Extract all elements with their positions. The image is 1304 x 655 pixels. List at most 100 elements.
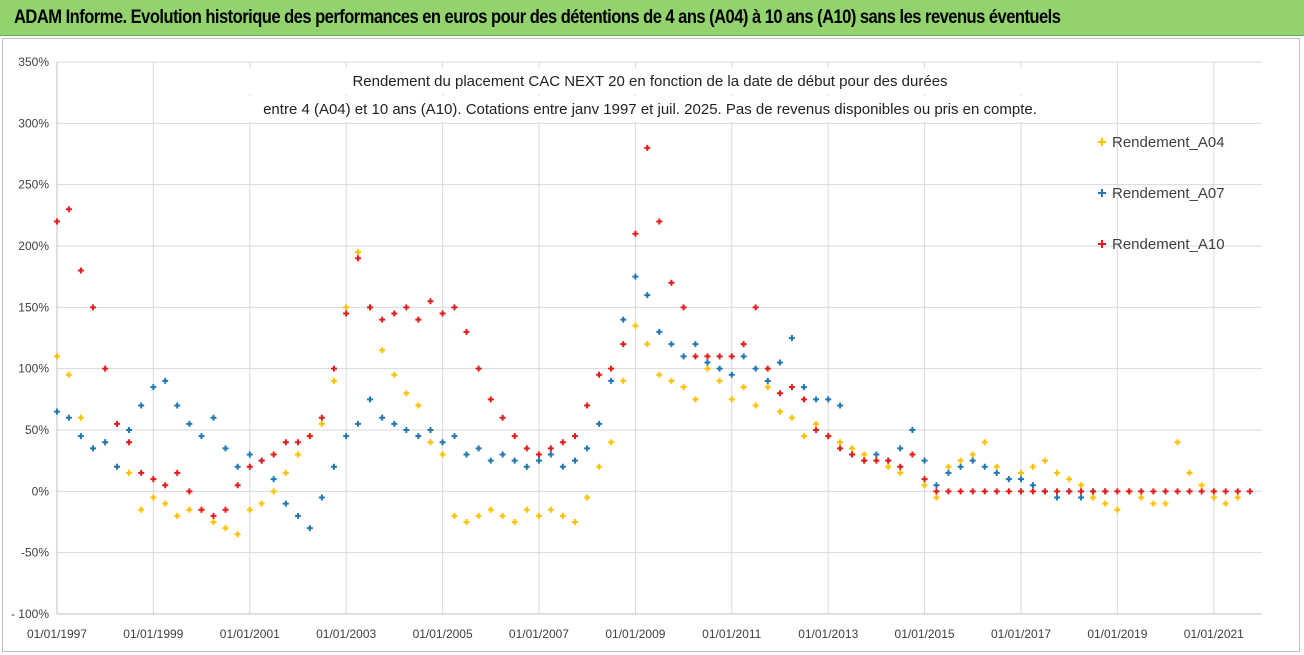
data-point	[523, 445, 530, 452]
y-tick-label: 100%	[18, 362, 49, 376]
y-tick-label: - 100%	[11, 607, 49, 621]
data-point	[547, 445, 554, 452]
data-point	[246, 463, 253, 470]
data-point	[1234, 494, 1241, 501]
data-point	[65, 371, 72, 378]
data-point	[933, 488, 940, 495]
data-point	[957, 457, 964, 464]
y-tick-label: 250%	[18, 178, 49, 192]
data-point	[837, 402, 844, 409]
x-tick-label: 01/01/2007	[509, 627, 569, 641]
data-point	[487, 457, 494, 464]
data-point	[668, 377, 675, 384]
data-point	[885, 463, 892, 470]
data-point	[318, 414, 325, 421]
data-point	[728, 396, 735, 403]
data-point	[993, 463, 1000, 470]
data-point	[391, 420, 398, 427]
data-point	[415, 316, 422, 323]
data-point	[343, 310, 350, 317]
data-point	[439, 439, 446, 446]
legend-label: Rendement_A04	[1112, 134, 1225, 151]
data-point	[210, 512, 217, 519]
data-point	[800, 433, 807, 440]
data-point	[391, 371, 398, 378]
data-point	[379, 316, 386, 323]
data-point	[813, 427, 820, 433]
data-point	[680, 353, 687, 360]
data-point	[596, 371, 603, 378]
data-point	[837, 445, 844, 452]
data-point	[499, 512, 506, 519]
data-point	[909, 451, 916, 458]
chart-legend: Rendement_A04 Rendement_A07 Rendement_A10	[1098, 134, 1225, 253]
data-point	[1005, 488, 1012, 495]
x-tick-label: 01/01/2005	[413, 627, 473, 641]
data-point	[535, 512, 542, 519]
legend-marker	[1098, 240, 1106, 248]
data-point	[306, 525, 313, 532]
y-tick-label: 200%	[18, 239, 49, 253]
data-point	[222, 506, 229, 513]
data-point	[126, 427, 133, 433]
data-point	[511, 519, 518, 525]
data-point	[77, 433, 84, 440]
data-point	[246, 506, 253, 513]
data-point	[1029, 488, 1036, 495]
data-point	[704, 353, 711, 360]
data-point	[270, 488, 277, 495]
y-axis-ticks: - 100% -50% 0% 50% 100% 150% 200% 250% 300% 350%	[11, 55, 49, 621]
data-point	[1246, 488, 1253, 495]
data-point	[1078, 488, 1085, 495]
data-point	[487, 396, 494, 403]
data-point	[90, 304, 97, 311]
legend-item: Rendement_A04	[1098, 134, 1225, 151]
data-point	[499, 414, 506, 421]
data-point	[1186, 488, 1193, 495]
data-point	[282, 469, 289, 476]
data-point	[77, 414, 84, 421]
data-point	[379, 414, 386, 421]
data-point	[716, 365, 723, 372]
data-point	[511, 457, 518, 464]
data-point	[463, 451, 470, 458]
data-point	[403, 304, 410, 311]
data-point	[993, 488, 1000, 495]
y-tick-label: 0%	[32, 484, 50, 498]
data-point	[162, 377, 169, 384]
data-point	[861, 451, 868, 458]
data-point	[355, 255, 362, 262]
y-tick-label: 350%	[18, 55, 49, 69]
data-point	[813, 396, 820, 403]
data-point	[571, 433, 578, 440]
data-point	[800, 384, 807, 391]
data-point	[1198, 482, 1205, 489]
y-tick-label: -50%	[21, 546, 49, 560]
data-point	[680, 304, 687, 311]
data-point	[752, 402, 759, 409]
data-point	[463, 519, 470, 525]
data-point	[680, 384, 687, 391]
data-point	[1018, 476, 1025, 483]
data-point	[1090, 494, 1097, 501]
data-point	[584, 494, 591, 501]
data-point	[294, 512, 301, 519]
data-point	[102, 439, 109, 446]
data-point	[1150, 500, 1157, 507]
data-point	[1210, 488, 1217, 495]
data-point	[921, 476, 928, 483]
data-point	[150, 384, 157, 391]
data-point	[114, 463, 121, 470]
data-point	[1114, 506, 1121, 513]
series-rendement-a07	[54, 273, 1109, 532]
title-backdrop	[245, 96, 1055, 122]
data-point	[776, 408, 783, 415]
data-point	[126, 439, 133, 446]
data-point	[77, 267, 84, 274]
data-point	[343, 304, 350, 311]
data-point	[1078, 482, 1085, 489]
data-point	[258, 500, 265, 507]
data-point	[849, 451, 856, 458]
data-point	[65, 414, 72, 421]
data-point	[65, 206, 72, 213]
